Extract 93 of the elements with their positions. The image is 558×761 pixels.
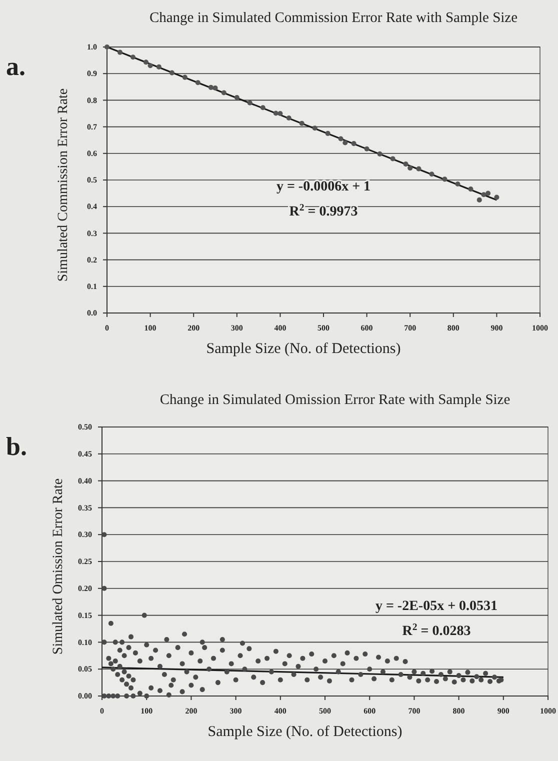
y-tick-label: 0.9 (87, 69, 97, 78)
point (442, 176, 448, 182)
x-tick-label: 500 (318, 324, 330, 333)
x-tick-label: 700 (408, 706, 420, 716)
point (468, 186, 474, 192)
point (455, 181, 460, 187)
x-tick-label: 400 (274, 324, 286, 333)
annotation: y = -2E-05x + 0.0531 (375, 598, 498, 614)
point (234, 95, 240, 100)
y-axis-title: Simulated Omission Error Rate (51, 478, 66, 655)
y-tick-label: 0.20 (78, 584, 92, 593)
point (208, 84, 214, 90)
point (338, 136, 344, 142)
point (416, 166, 422, 172)
y-tick-label: 0.10 (78, 638, 92, 647)
x-axis-title: Sample Size (No. of Detections) (208, 724, 402, 740)
y-tick-label: 0.8 (87, 96, 97, 105)
x-tick-label: 300 (230, 706, 242, 716)
point (130, 54, 136, 60)
point (494, 194, 500, 200)
point (364, 146, 370, 152)
point (104, 44, 110, 50)
x-tick-label: 600 (360, 324, 373, 333)
y-tick-label: 0.3 (87, 228, 97, 238)
point (286, 116, 292, 121)
y-tick-label: 0.6 (87, 148, 97, 158)
x-tick-label: 0 (105, 324, 109, 333)
point (212, 85, 218, 90)
point (221, 90, 226, 96)
x-axis-title: Sample Size (No. of Detections) (206, 341, 401, 357)
y-tick-label: 0.0 (87, 308, 97, 318)
y-tick-label: 0.30 (78, 530, 92, 540)
point (195, 80, 200, 86)
point (273, 110, 278, 116)
point (429, 172, 434, 177)
point (247, 100, 252, 106)
annotation: R$^{2}$ = 0.0283 (402, 621, 471, 639)
x-tick-label: 600 (364, 706, 376, 716)
x-tick-label: 700 (404, 324, 416, 333)
point (377, 151, 382, 156)
point (312, 126, 318, 131)
point (390, 156, 396, 162)
y-tick-label: 0.5 (87, 176, 97, 185)
point (403, 162, 408, 167)
y-tick-label: 0.50 (78, 422, 92, 432)
point (260, 105, 266, 110)
x-tick-label: 200 (185, 706, 198, 716)
y-axis-title: Simulated Commission Error Rate (56, 88, 71, 282)
y-tick-label: 0.35 (78, 503, 92, 512)
x-tick-label: 300 (230, 324, 243, 333)
x-tick-label: 800 (452, 706, 465, 716)
y-tick-label: 0.00 (78, 692, 92, 701)
point (481, 192, 486, 198)
x-tick-label: 1000 (540, 706, 556, 716)
y-tick-label: 0.15 (78, 610, 92, 620)
y-tick-label: 0.45 (78, 449, 92, 458)
y-tick-label: 0.40 (78, 476, 92, 486)
point (148, 63, 153, 68)
y-tick-label: 0.05 (78, 664, 92, 674)
x-tick-label: 200 (188, 324, 200, 333)
annotation: y = -0.0006x + 1 (276, 180, 371, 195)
x-tick-label: 100 (144, 324, 156, 333)
x-tick-label: 500 (319, 706, 331, 716)
y-tick-label: 0.7 (87, 122, 97, 132)
point (486, 190, 491, 196)
point (476, 197, 482, 202)
x-tick-label: 1000 (532, 324, 548, 333)
point (169, 70, 174, 76)
point (408, 166, 413, 171)
point (351, 141, 356, 146)
y-tick-label: 0.2 (87, 255, 97, 264)
x-tick-label: 900 (497, 706, 510, 716)
point (278, 110, 283, 116)
chart-title: Change in Simulated Commission Error Rate with Sample Size (149, 10, 518, 26)
y-tick-label: 0.25 (78, 557, 92, 566)
x-tick-label: 100 (140, 706, 153, 716)
text: a. (6, 52, 26, 81)
x-tick-label: 900 (490, 324, 503, 333)
point (143, 60, 148, 65)
point (299, 120, 304, 126)
chart-title: Change in Simulated Omission Error Rate with Sample Size (160, 392, 510, 408)
point (182, 74, 188, 80)
y-tick-label: 0.1 (87, 282, 97, 291)
point (117, 50, 123, 55)
point (325, 130, 330, 136)
x-tick-label: 0 (100, 706, 104, 716)
text: b. (6, 432, 27, 461)
point (342, 140, 348, 146)
y-tick-label: 1.0 (87, 42, 97, 52)
x-tick-label: 800 (447, 324, 460, 333)
x-tick-label: 400 (274, 706, 286, 716)
y-tick-label: 0.4 (87, 202, 97, 212)
point (156, 64, 162, 70)
